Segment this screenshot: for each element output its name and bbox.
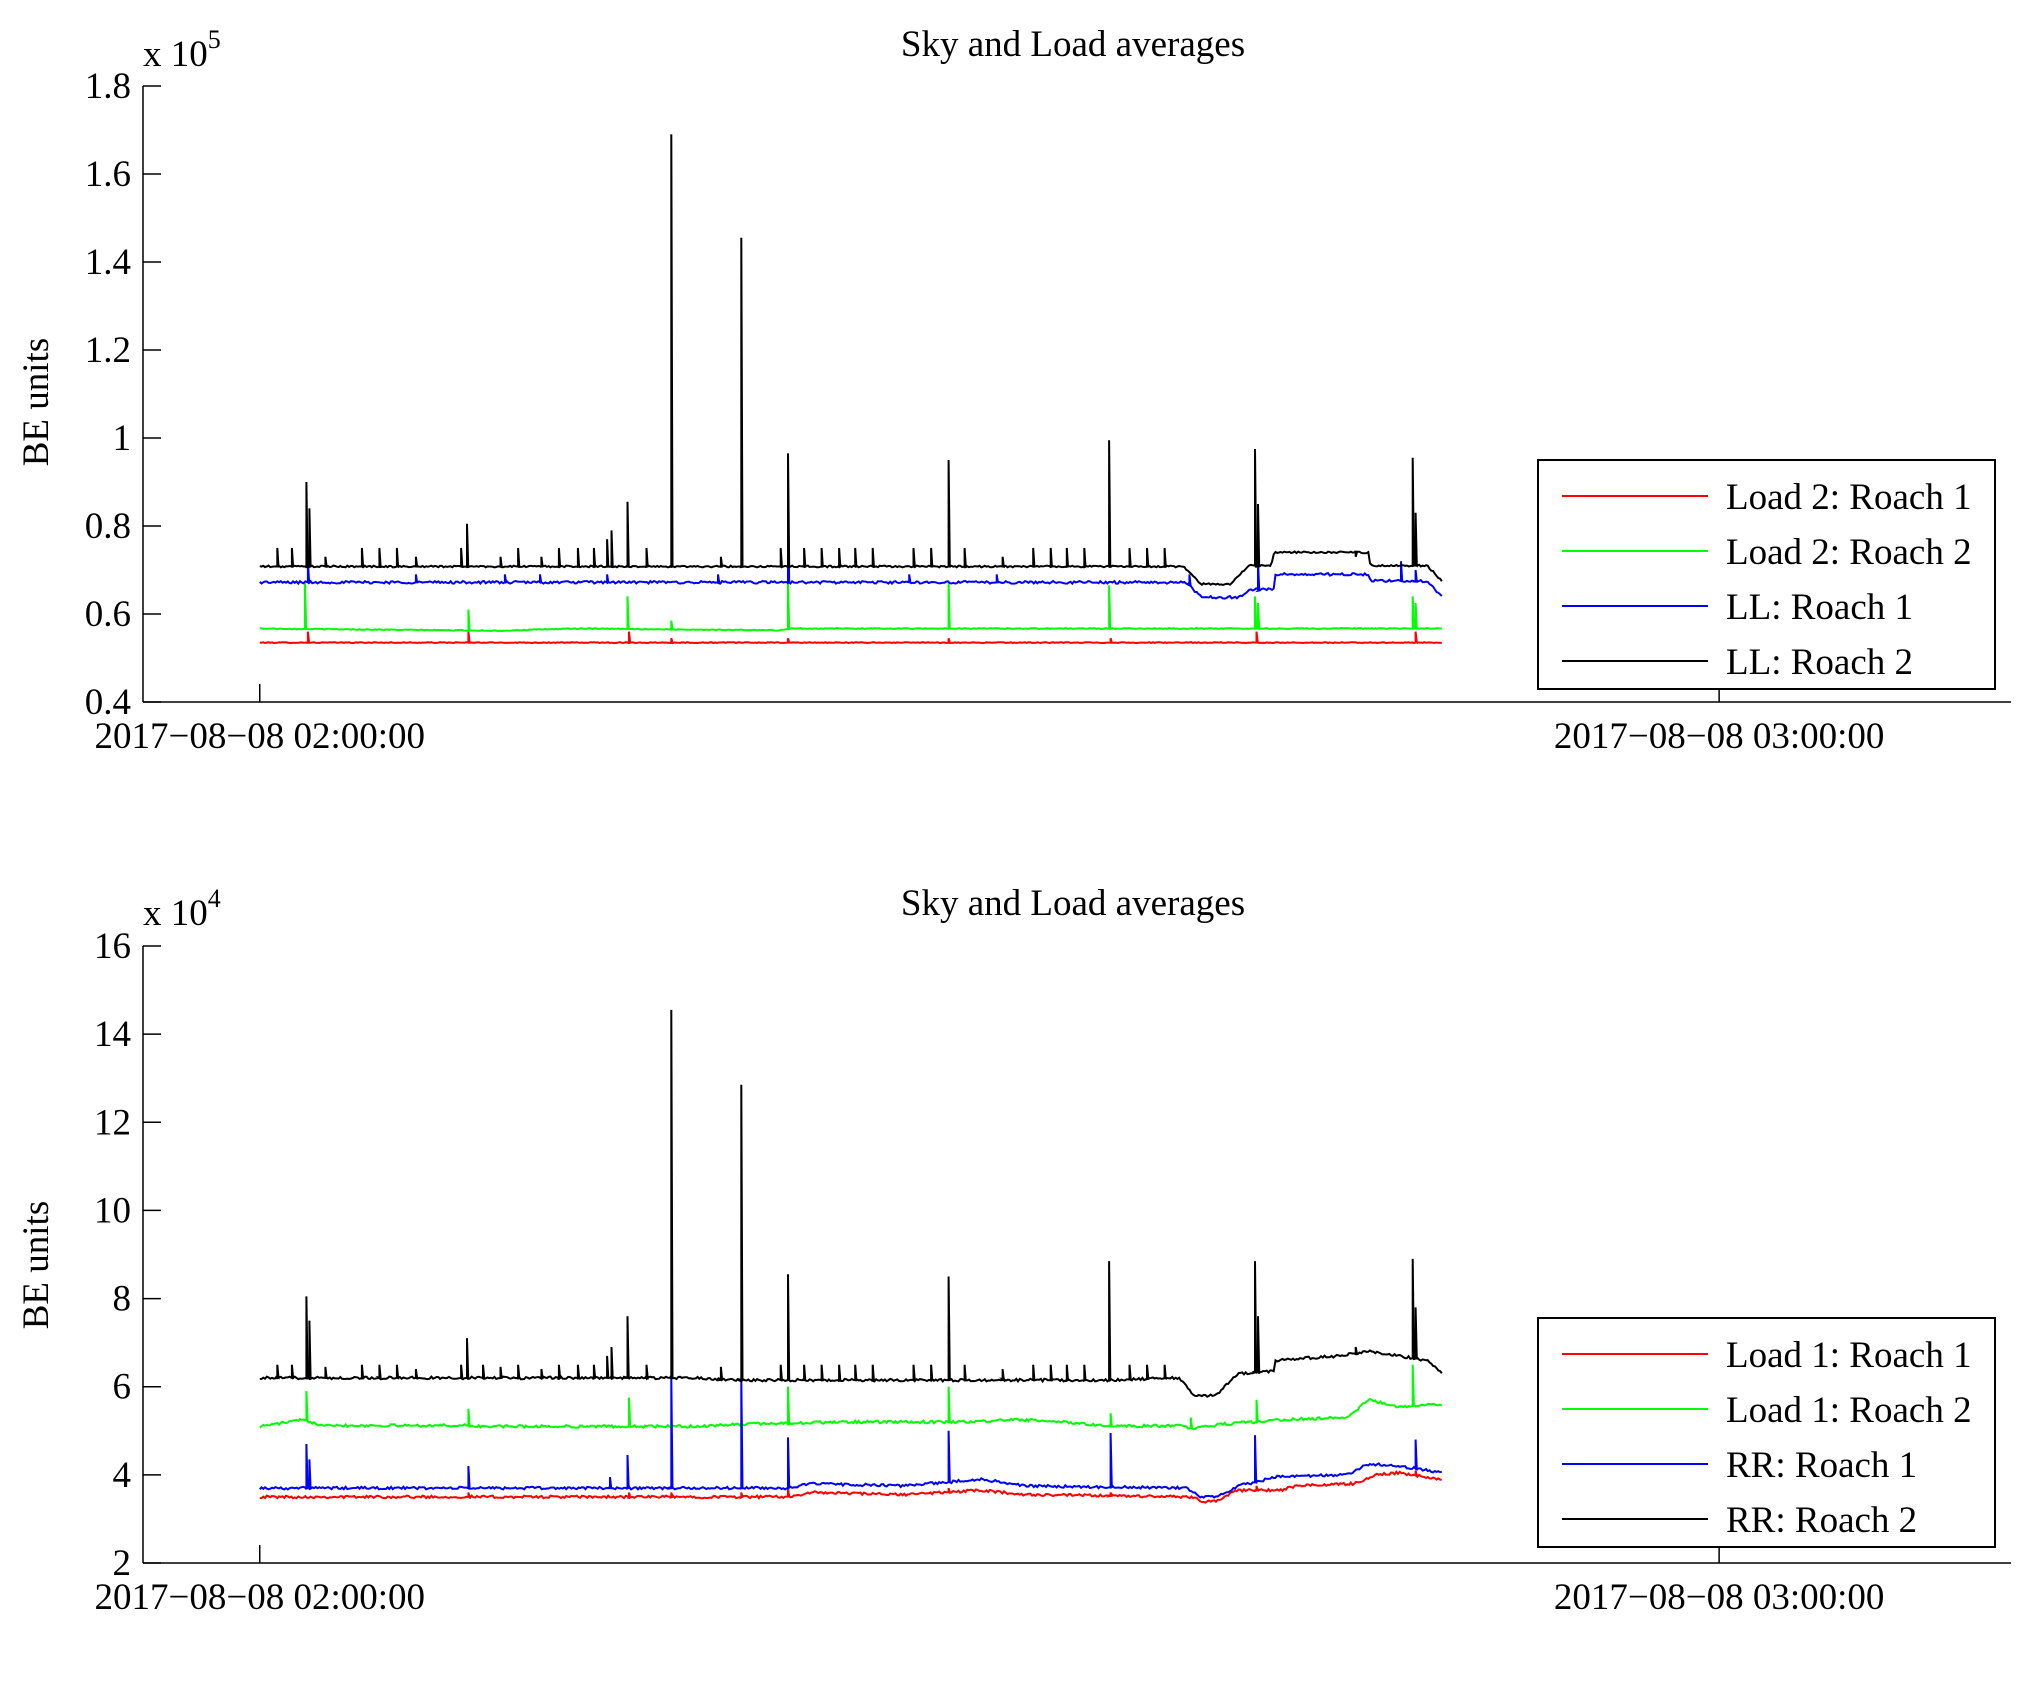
top-legend-box [1537, 459, 1996, 690]
top-y-tick-label: 1.6 [85, 154, 131, 195]
top-series-line-3 [259, 508, 1443, 600]
top-series-line-1 [259, 631, 1442, 645]
top-legend: Load 2: Roach 1 Load 2: Roach 2 LL: Roach … [1537, 459, 1996, 690]
bottom-plot-area: 2 4 6 8 10 12 14 16 2017−08−08 02:00:00 2017−08−0… [94, 926, 2011, 1618]
bottom-y-tick-label: 12 [94, 1102, 131, 1143]
bottom-series-line-3 [259, 1377, 1442, 1499]
bottom-legend: Load 1: Roach 1 Load 1: Roach 2 RR: Roach … [1537, 1317, 1996, 1548]
bottom-y-axis-label: BE units [16, 1201, 57, 1330]
bottom-y-tick-label: 14 [94, 1014, 131, 1055]
top-legend-label: LL: Roach 1 [1726, 587, 1913, 628]
bottom-series-group [259, 1009, 1443, 1504]
top-series-line-2 [259, 583, 1443, 633]
bottom-legend-box [1537, 1317, 1996, 1548]
bottom-y-tick-label: 10 [94, 1190, 131, 1231]
bottom-y-tick-label: 16 [94, 926, 131, 967]
bottom-y-tick-label: 6 [113, 1367, 132, 1408]
bottom-x-tick-label: 2017−08−08 03:00:00 [1554, 1577, 1885, 1618]
top-y-tick-label: 0.8 [85, 506, 131, 547]
bottom-x-tick-label: 2017−08−08 02:00:00 [94, 1577, 425, 1618]
top-y-axis-label: BE units [16, 338, 57, 467]
top-y-exponent-base: x 10 [143, 34, 208, 75]
top-chart: Sky and Load averages BE units x 105 0.4… [16, 24, 2011, 757]
bottom-legend-label: RR: Roach 1 [1726, 1445, 1917, 1486]
top-legend-label: Load 2: Roach 1 [1726, 477, 1972, 518]
bottom-series-line-4 [259, 1009, 1443, 1398]
top-chart-title: Sky and Load averages [901, 24, 1245, 65]
top-legend-label: LL: Roach 2 [1726, 642, 1913, 683]
bottom-y-tick-label: 4 [113, 1455, 132, 1496]
top-y-exponent: x 105 [143, 25, 221, 75]
bottom-legend-label: Load 1: Roach 1 [1726, 1335, 1972, 1376]
top-y-tick-label: 0.4 [85, 682, 131, 723]
top-legend-label: Load 2: Roach 2 [1726, 532, 1972, 573]
bottom-y-exponent-base: x 10 [143, 893, 208, 934]
top-y-tick-label: 1.2 [85, 330, 131, 371]
bottom-chart-title: Sky and Load averages [901, 883, 1245, 924]
top-y-exponent-power: 5 [208, 25, 221, 54]
bottom-y-tick-label: 8 [113, 1279, 132, 1320]
top-x-tick-label: 2017−08−08 03:00:00 [1554, 716, 1885, 757]
bottom-legend-label: RR: Roach 2 [1726, 1500, 1917, 1541]
top-y-tick-label: 0.6 [85, 594, 131, 635]
top-plot-area: 0.4 0.6 0.8 1 1.2 1.4 1.6 1.8 2017−08−08 02:00:0… [85, 66, 2011, 757]
top-y-tick-label: 1.4 [85, 242, 131, 283]
top-y-tick-label: 1.8 [85, 66, 131, 107]
bottom-series-line-1 [259, 1470, 1442, 1504]
bottom-y-tick-label: 2 [113, 1543, 132, 1584]
bottom-y-exponent: x 104 [143, 884, 221, 934]
top-x-tick-label: 2017−08−08 02:00:00 [94, 716, 425, 757]
top-y-tick-label: 1 [113, 418, 132, 459]
bottom-chart: Sky and Load averages BE units x 104 246… [16, 883, 2011, 1618]
bottom-legend-label: Load 1: Roach 2 [1726, 1390, 1972, 1431]
bottom-y-exponent-power: 4 [208, 884, 221, 913]
top-series-line-4 [259, 134, 1443, 586]
top-series-group [259, 134, 1443, 645]
bottom-series-line-2 [259, 1364, 1443, 1431]
